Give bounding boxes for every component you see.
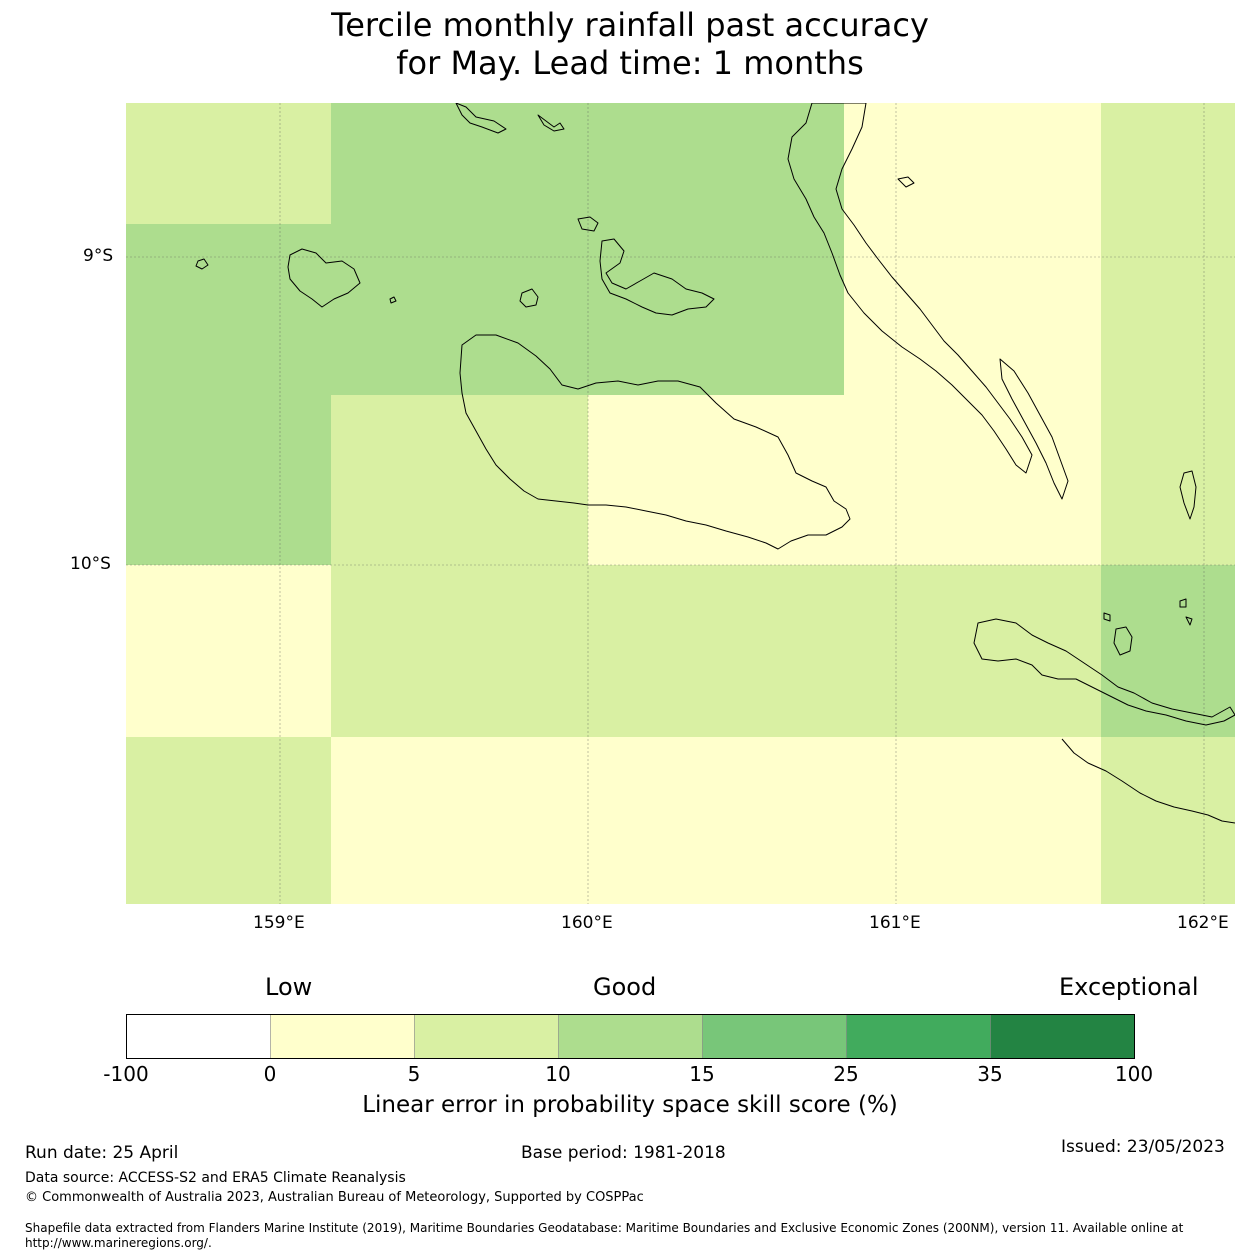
colorbar-tick: 35	[977, 1062, 1003, 1086]
colorbar-tick: 15	[689, 1062, 715, 1086]
colorbar-tick: -100	[103, 1062, 149, 1086]
skill-tiles	[126, 103, 1235, 904]
colorbar-swatch	[270, 1014, 415, 1059]
coastline-ulawa	[1113, 626, 1133, 656]
skill-map	[126, 103, 1235, 904]
coastline-islet	[1179, 598, 1187, 608]
coastline-south	[1061, 738, 1235, 824]
x-tick-161e: 161°E	[869, 913, 921, 933]
colorbar-tick: 100	[1114, 1062, 1154, 1086]
y-tick-9s: 9°S	[83, 246, 114, 266]
colorbar-swatch	[846, 1014, 991, 1059]
colorbar-category-low: Low	[265, 973, 313, 1001]
colorbar-tick: 25	[833, 1062, 859, 1086]
tile	[588, 395, 844, 565]
title-line-1: Tercile monthly rainfall past accuracy	[331, 6, 929, 44]
coastline-guadalcanal	[459, 334, 851, 550]
x-tick-162e: 162°E	[1177, 913, 1229, 933]
coastline-islet	[1185, 616, 1193, 626]
tile	[844, 103, 1101, 565]
title-line-2: for May. Lead time: 1 months	[396, 44, 864, 82]
colorbar-category-exceptional: Exceptional	[1059, 973, 1199, 1001]
y-tick-10s: 10°S	[70, 554, 111, 574]
tile	[1101, 565, 1235, 737]
coastline-islet	[195, 258, 209, 270]
coastline-santa-isabel	[787, 103, 1033, 474]
coastline-north-islands	[455, 103, 507, 134]
chart-title: Tercile monthly rainfall past accuracy f…	[0, 6, 1260, 82]
coastline-narrow-island	[999, 358, 1069, 500]
coastline-islet	[1103, 612, 1111, 622]
colorbar-swatch	[990, 1014, 1135, 1059]
tile	[126, 103, 331, 224]
tile	[126, 565, 331, 737]
data-source: Data source: ACCESS-S2 and ERA5 Climate …	[25, 1170, 406, 1186]
base-period: Base period: 1981-2018	[521, 1143, 726, 1163]
colorbar-tick: 10	[545, 1062, 571, 1086]
tile	[1101, 737, 1235, 904]
colorbar-swatch	[414, 1014, 559, 1059]
coastline-islet	[537, 114, 565, 132]
x-tick-160e: 160°E	[561, 913, 613, 933]
colorbar-category-good: Good	[593, 973, 657, 1001]
issued-date: Issued: 23/05/2023	[1061, 1137, 1225, 1157]
tile	[331, 103, 844, 395]
colorbar-label: Linear error in probability space skill …	[362, 1092, 898, 1118]
colorbar-tick: 0	[263, 1062, 277, 1086]
colorbar	[126, 1014, 1135, 1059]
colorbar-tick: 5	[407, 1062, 421, 1086]
colorbar-swatch	[558, 1014, 703, 1059]
coastline-islet	[389, 296, 397, 304]
tile	[1101, 103, 1235, 565]
coastline-florida-islands	[287, 248, 361, 308]
colorbar-swatch	[126, 1014, 271, 1059]
tile	[126, 224, 331, 565]
colorbar-swatch	[702, 1014, 847, 1059]
tile	[331, 737, 1101, 904]
coastline-savo	[519, 288, 539, 308]
tile	[331, 395, 588, 565]
coastline-ngella	[599, 238, 715, 316]
coastline-makira	[973, 618, 1235, 726]
coastline-east-island	[1179, 470, 1197, 520]
tile	[126, 737, 331, 904]
run-date: Run date: 25 April	[25, 1143, 179, 1163]
tile	[331, 565, 1101, 737]
x-tick-159e: 159°E	[253, 913, 305, 933]
coastline-islet	[897, 176, 915, 188]
shapefile-credit: Shapefile data extracted from Flanders M…	[25, 1221, 1184, 1250]
coastline-islet	[577, 216, 599, 232]
copyright: © Commonwealth of Australia 2023, Austra…	[25, 1190, 644, 1205]
graticule	[126, 103, 1235, 904]
coastlines	[195, 103, 1235, 824]
